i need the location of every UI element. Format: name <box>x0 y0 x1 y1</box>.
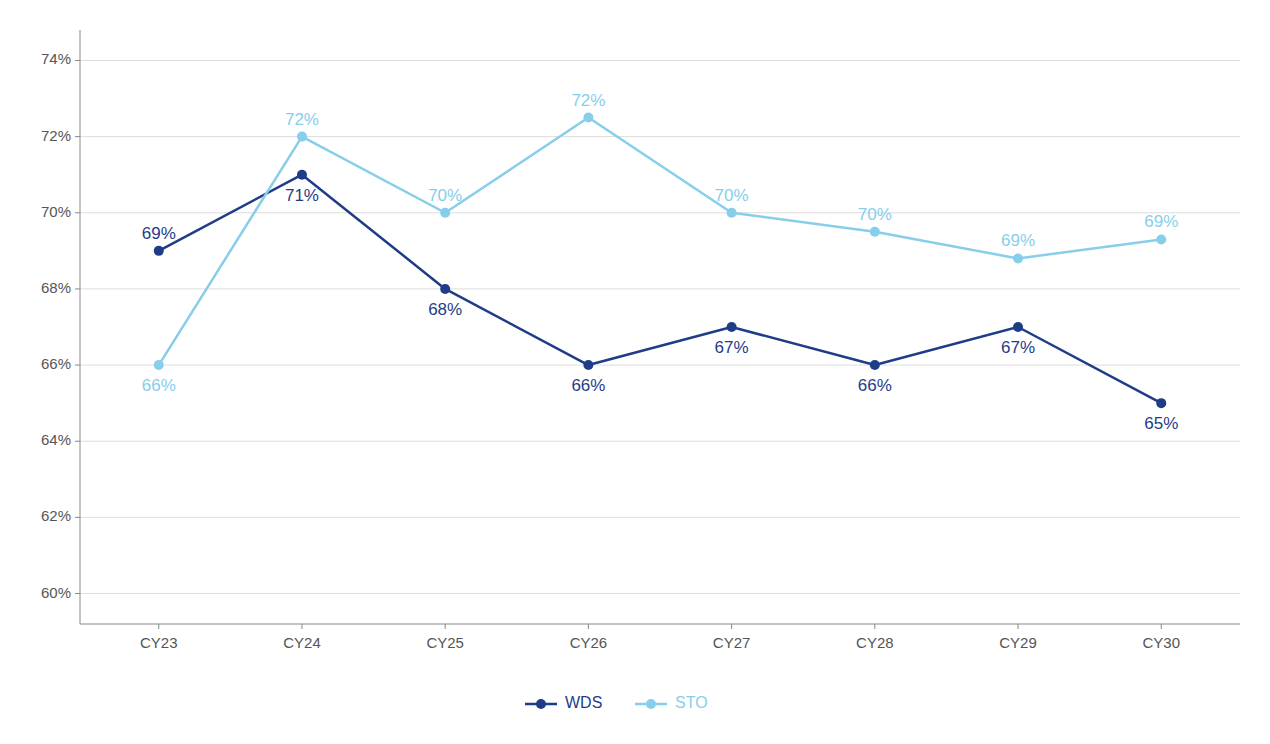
data-label: 68% <box>428 300 462 319</box>
data-label: 72% <box>285 110 319 129</box>
x-tick-label: CY26 <box>570 634 608 651</box>
point <box>154 360 164 370</box>
x-tick-label: CY28 <box>856 634 894 651</box>
chart: 60% 62% 64% 66% 68% 70% 72% 74% CY23 CY24 CY25 CY26… <box>0 0 1270 744</box>
point <box>1013 322 1023 332</box>
x-tick <box>731 624 732 629</box>
data-label: 66% <box>571 376 605 395</box>
point <box>154 246 164 256</box>
axes: 60% 62% 64% 66% 68% 70% 72% 74% CY23 CY24 CY25 CY26… <box>41 30 1240 651</box>
data-label: 65% <box>1144 414 1178 433</box>
y-tick <box>75 365 80 366</box>
grid-line <box>80 288 1240 289</box>
y-tick-label: 72% <box>41 127 71 144</box>
y-tick-label: 62% <box>41 507 71 524</box>
data-label: 66% <box>142 376 176 395</box>
x-tick <box>445 624 446 629</box>
point <box>1013 253 1023 263</box>
point <box>297 170 307 180</box>
x-axis-line <box>80 624 1240 625</box>
x-tick <box>1161 624 1162 629</box>
legend-label: STO <box>675 694 708 711</box>
point <box>583 113 593 123</box>
grid-line <box>80 517 1240 518</box>
grid-line <box>80 136 1240 137</box>
x-tick-label: CY23 <box>140 634 178 651</box>
point <box>870 360 880 370</box>
legend-label: WDS <box>565 694 602 711</box>
data-label: 69% <box>1001 231 1035 250</box>
data-label: 67% <box>715 338 749 357</box>
point <box>727 322 737 332</box>
plot-area <box>154 113 1166 409</box>
data-label: 70% <box>715 186 749 205</box>
x-tick-label: CY27 <box>713 634 751 651</box>
grid-line <box>80 441 1240 442</box>
grid <box>80 60 1240 593</box>
x-tick <box>158 624 159 629</box>
x-tick-label: CY25 <box>426 634 464 651</box>
data-label: 69% <box>142 224 176 243</box>
data-label: 69% <box>1144 212 1178 231</box>
y-tick-label: 66% <box>41 355 71 372</box>
point <box>727 208 737 218</box>
y-tick <box>75 136 80 137</box>
y-tick <box>75 288 80 289</box>
y-tick <box>75 517 80 518</box>
point <box>440 208 450 218</box>
x-tick <box>874 624 875 629</box>
x-tick <box>588 624 589 629</box>
legend-marker <box>536 699 546 709</box>
data-label: 71% <box>285 186 319 205</box>
point <box>870 227 880 237</box>
grid-line <box>80 365 1240 366</box>
x-tick-label: CY24 <box>283 634 321 651</box>
data-label: 70% <box>428 186 462 205</box>
point <box>583 360 593 370</box>
y-tick <box>75 593 80 594</box>
y-tick-label: 60% <box>41 584 71 601</box>
x-tick-label: CY29 <box>999 634 1037 651</box>
point <box>297 132 307 142</box>
point <box>1156 234 1166 244</box>
y-axis-line <box>80 30 81 624</box>
point <box>440 284 450 294</box>
x-tick <box>301 624 302 629</box>
legend: WDS STO <box>525 694 708 711</box>
grid-line <box>80 60 1240 61</box>
y-tick-label: 70% <box>41 203 71 220</box>
point <box>1156 398 1166 408</box>
legend-marker <box>646 699 656 709</box>
series-line <box>159 118 1161 366</box>
data-labels: 69% 71% 68% 66% 67% 66% 67% 65% 66% 72% 70% 72% 70% 7… <box>142 91 1179 434</box>
grid-line <box>80 593 1240 594</box>
x-tick <box>1018 624 1019 629</box>
y-tick-label: 64% <box>41 431 71 448</box>
y-tick <box>75 441 80 442</box>
y-tick <box>75 60 80 61</box>
x-tick-label: CY30 <box>1142 634 1180 651</box>
series-line <box>159 175 1161 403</box>
data-label: 66% <box>858 376 892 395</box>
y-tick-label: 68% <box>41 279 71 296</box>
data-label: 70% <box>858 205 892 224</box>
y-tick-label: 74% <box>41 50 71 67</box>
data-label: 72% <box>571 91 605 110</box>
y-tick <box>75 212 80 213</box>
data-label: 67% <box>1001 338 1035 357</box>
